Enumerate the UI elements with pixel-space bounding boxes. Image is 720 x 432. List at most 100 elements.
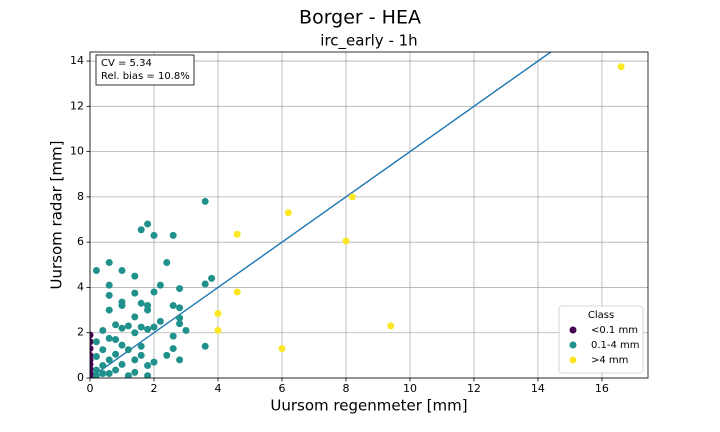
- point: [105, 369, 113, 377]
- legend-swatch: [569, 356, 577, 364]
- point: [92, 352, 100, 360]
- point: [137, 299, 145, 307]
- x-tick-label: 0: [87, 382, 94, 395]
- point: [387, 322, 395, 330]
- point: [118, 360, 126, 368]
- point: [105, 291, 113, 299]
- point: [105, 259, 113, 267]
- point: [163, 351, 171, 359]
- point: [137, 351, 145, 359]
- point: [112, 366, 120, 374]
- point: [617, 63, 625, 71]
- legend-label: >4 mm: [591, 355, 628, 366]
- x-tick-label: 4: [214, 382, 221, 395]
- point: [99, 369, 107, 377]
- point: [144, 220, 152, 228]
- point: [201, 280, 209, 288]
- x-tick-label: 12: [467, 382, 481, 395]
- point: [124, 346, 132, 354]
- point: [156, 281, 164, 289]
- point: [105, 334, 113, 342]
- x-tick-label: 16: [595, 382, 609, 395]
- point: [233, 230, 241, 238]
- point: [118, 302, 126, 310]
- point: [105, 281, 113, 289]
- x-tick-label: 8: [342, 382, 349, 395]
- point: [208, 274, 216, 282]
- point: [92, 372, 100, 378]
- y-tick-label: 4: [77, 280, 84, 293]
- y-tick-label: 14: [70, 54, 84, 67]
- point: [99, 346, 107, 354]
- legend-label: 0.1-4 mm: [591, 340, 640, 351]
- point: [342, 237, 350, 245]
- point: [131, 329, 139, 337]
- point: [112, 321, 120, 329]
- y-tick-label: 12: [70, 99, 84, 112]
- legend-title: Class: [588, 310, 614, 321]
- x-tick-label: 14: [531, 382, 545, 395]
- point: [131, 289, 139, 297]
- point: [144, 325, 152, 333]
- annotation: CV = 5.34: [101, 58, 152, 69]
- point: [105, 306, 113, 314]
- annotation-box: [95, 54, 195, 86]
- point: [124, 372, 132, 378]
- point: [124, 322, 132, 330]
- point: [348, 193, 356, 201]
- ticks: 0 2 4 6 8 10 12 14 16 0 2 4 6 8 10 12 14: [70, 54, 609, 395]
- x-tick-label: 6: [278, 382, 285, 395]
- point: [90, 338, 94, 346]
- y-tick-label: 8: [77, 190, 84, 203]
- point: [182, 326, 190, 334]
- point: [156, 317, 164, 325]
- x-tick-label: 10: [403, 382, 417, 395]
- plot-area: [90, 52, 625, 378]
- point: [169, 332, 177, 340]
- one-to-one-line: [90, 52, 552, 378]
- point: [176, 314, 184, 322]
- point: [144, 362, 152, 370]
- y-axis-label: Uursom radar [mm]: [48, 141, 66, 290]
- axes-frame: [89, 51, 649, 379]
- point: [131, 356, 139, 364]
- x-axis-label: Uursom regenmeter [mm]: [270, 397, 467, 415]
- point: [131, 313, 139, 321]
- point: [176, 320, 184, 328]
- point: [90, 331, 94, 339]
- point: [150, 288, 158, 296]
- y-tick-label: 6: [77, 235, 84, 248]
- legend-box: [558, 305, 644, 374]
- point: [284, 209, 292, 217]
- legend: Class <0.1 mm 0.1-4 mm >4 mm: [558, 305, 644, 374]
- point: [112, 350, 120, 358]
- point: [131, 368, 139, 376]
- legend-label: <0.1 mm: [591, 325, 638, 336]
- point: [233, 288, 241, 296]
- point: [176, 285, 184, 293]
- point: [150, 358, 158, 366]
- point: [99, 362, 107, 370]
- chart-subtitle: irc_early - 1h: [320, 32, 417, 51]
- point: [118, 266, 126, 274]
- y-tick-label: 0: [77, 371, 84, 384]
- point: [150, 231, 158, 239]
- y-tick-label: 10: [70, 145, 84, 158]
- point: [201, 342, 209, 350]
- chart-title: Borger - HEA: [299, 7, 421, 29]
- point: [176, 304, 184, 312]
- point: [144, 372, 152, 378]
- point: [137, 342, 145, 350]
- point: [105, 356, 113, 364]
- point: [118, 324, 126, 332]
- point: [137, 226, 145, 234]
- point: [92, 338, 100, 346]
- point: [163, 259, 171, 267]
- y-tick-label: 2: [77, 326, 84, 339]
- point: [137, 323, 145, 331]
- point: [90, 345, 94, 353]
- point: [176, 356, 184, 364]
- point: [92, 266, 100, 274]
- point: [131, 272, 139, 280]
